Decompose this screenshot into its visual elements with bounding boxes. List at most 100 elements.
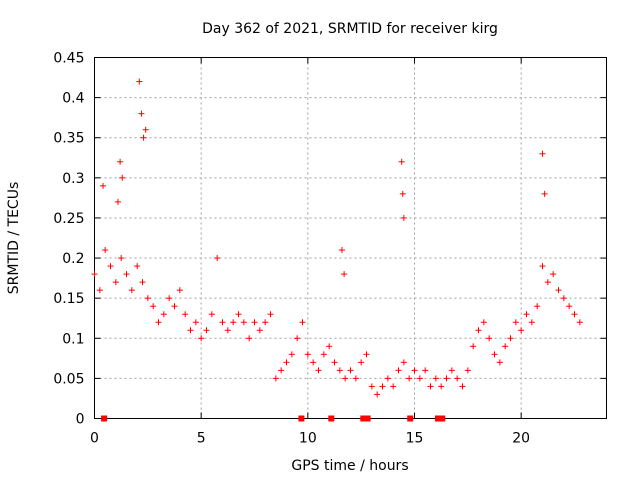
data-point — [486, 335, 493, 342]
gap-marker — [364, 415, 371, 422]
data-point — [198, 335, 205, 342]
data-point — [576, 319, 583, 326]
data-point — [534, 303, 541, 310]
data-point — [320, 351, 327, 358]
data-point — [518, 327, 525, 334]
gap-marker — [298, 415, 305, 422]
data-point — [438, 383, 445, 390]
data-point — [363, 351, 370, 358]
data-point — [299, 319, 306, 326]
x-tick-label: 0 — [90, 431, 99, 447]
data-point — [550, 271, 557, 278]
x-axis-label: GPS time / hours — [291, 458, 408, 474]
data-point — [464, 367, 471, 374]
data-point — [155, 319, 162, 326]
x-tick-label: 20 — [512, 431, 530, 447]
data-point — [480, 319, 487, 326]
data-point — [491, 351, 498, 358]
data-point — [560, 295, 567, 302]
data-point — [341, 271, 348, 278]
y-tick-label: 0.3 — [62, 171, 84, 187]
data-point — [358, 359, 365, 366]
data-point — [272, 375, 279, 382]
data-point — [304, 351, 311, 358]
data-point — [310, 359, 317, 366]
data-point — [507, 335, 514, 342]
data-point — [246, 335, 253, 342]
data-point — [400, 359, 407, 366]
data-point — [496, 359, 503, 366]
data-point — [342, 375, 349, 382]
data-point — [192, 319, 199, 326]
data-point — [176, 287, 183, 294]
data-point — [399, 190, 406, 197]
data-point — [379, 383, 386, 390]
data-point — [338, 247, 345, 254]
data-point — [160, 311, 167, 318]
data-point — [117, 158, 124, 165]
plot-border — [94, 57, 607, 419]
data-point — [566, 303, 573, 310]
grid-layer — [94, 57, 607, 419]
data-point — [100, 182, 107, 189]
gap-marker — [101, 415, 108, 422]
data-point — [235, 311, 242, 318]
data-point — [283, 359, 290, 366]
data-point — [352, 375, 359, 382]
data-point — [398, 158, 405, 165]
data-point — [294, 335, 301, 342]
data-point — [416, 375, 423, 382]
data-point — [512, 319, 519, 326]
gap-markers — [101, 415, 446, 422]
y-axis-label: SRMTID / TECUs — [6, 182, 22, 295]
data-points — [91, 78, 583, 398]
y-tick-label: 0.15 — [53, 291, 84, 307]
data-point — [96, 287, 103, 294]
data-point — [119, 174, 126, 181]
data-point — [144, 295, 151, 302]
gap-marker — [328, 415, 335, 422]
data-point — [102, 247, 109, 254]
data-point — [539, 150, 546, 157]
data-point — [470, 343, 477, 350]
tick-layer: 0 0.05 0.1 0.15 0.2 0.25 0.3 0.35 0.4 0.45 0 5 10 15 2… — [53, 51, 607, 447]
gap-marker — [434, 415, 441, 422]
x-tick-label: 10 — [299, 431, 317, 447]
data-point — [395, 367, 402, 374]
gap-marker — [407, 415, 414, 422]
data-point — [214, 255, 221, 262]
data-point — [171, 303, 178, 310]
data-point — [118, 255, 125, 262]
data-point — [251, 319, 258, 326]
data-point — [315, 367, 322, 374]
data-point — [454, 375, 461, 382]
data-point — [523, 311, 530, 318]
data-point — [114, 198, 121, 205]
data-point — [448, 367, 455, 374]
data-point — [182, 311, 189, 318]
y-tick-label: 0.35 — [53, 131, 84, 147]
data-point — [390, 383, 397, 390]
data-point — [406, 375, 413, 382]
x-tick-label: 15 — [406, 431, 424, 447]
y-tick-label: 0.1 — [62, 331, 84, 347]
data-point — [267, 311, 274, 318]
data-point — [347, 367, 354, 374]
data-point — [187, 327, 194, 334]
x-tick-label: 5 — [197, 431, 206, 447]
data-point — [230, 319, 237, 326]
y-tick-label: 0.4 — [62, 91, 84, 107]
data-point — [140, 134, 147, 141]
y-tick-label: 0.05 — [53, 371, 84, 387]
data-point — [459, 383, 466, 390]
data-point — [411, 367, 418, 374]
data-point — [422, 367, 429, 374]
data-point — [123, 271, 130, 278]
data-point — [240, 319, 247, 326]
data-point — [288, 351, 295, 358]
data-point — [432, 375, 439, 382]
chart-title: Day 362 of 2021, SRMTID for receiver kir… — [202, 21, 498, 37]
data-point — [528, 319, 535, 326]
data-point — [139, 279, 146, 286]
data-point — [107, 263, 114, 270]
